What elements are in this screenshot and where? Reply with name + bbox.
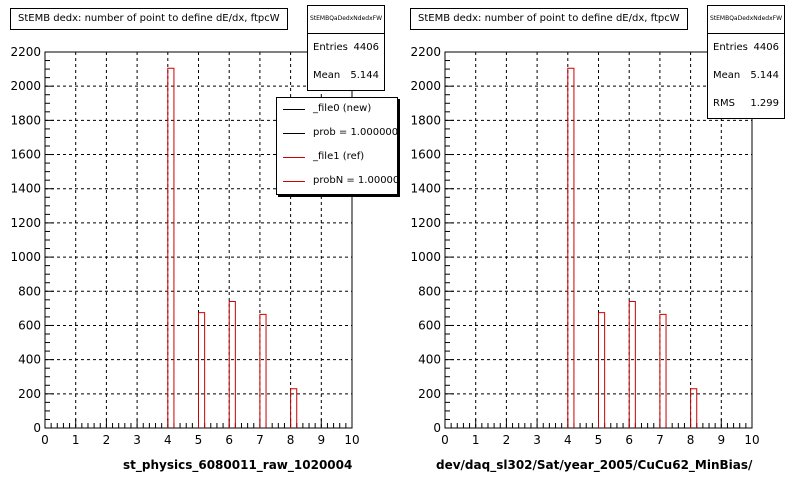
left-x-tick-label-8: 8 <box>287 433 295 447</box>
left-y-tick-label-8: 1600 <box>10 148 41 162</box>
right-histogram-bin-1 <box>598 312 606 428</box>
right-histogram-bin-2 <box>628 301 636 428</box>
left-x-tick-label-5: 5 <box>195 433 203 447</box>
left-stats-mean-label: Mean <box>313 70 341 81</box>
left-y-tick-label-1: 200 <box>18 387 41 401</box>
right-stats-row-rms: RMS 1.299 <box>708 90 784 118</box>
left-histogram-title: StEMB dedx: number of point to define dE… <box>10 8 288 30</box>
legend-entry-probn: probN = 1.000000 <box>277 170 397 194</box>
right-histogram-title: StEMB dedx: number of point to define dE… <box>410 8 688 30</box>
legend-label-file0: _file0 (new) <box>313 103 372 114</box>
left-y-tick-label-3: 600 <box>18 318 41 332</box>
left-stats-row-mean: Mean 5.144 <box>308 62 384 90</box>
right-stats-row-mean: Mean 5.144 <box>708 62 784 90</box>
right-y-tick-label-0: 0 <box>433 421 441 435</box>
right-stats-name: StEMBQaDedxNdedxFW <box>708 6 784 34</box>
left-y-tick-label-9: 1800 <box>10 113 41 127</box>
left-y-tick-label-11: 2200 <box>10 45 41 59</box>
left-y-tick-label-4: 800 <box>18 284 41 298</box>
right-y-tick-label-3: 600 <box>418 318 441 332</box>
left-histogram-bin-0 <box>167 67 175 428</box>
left-stats-entries-label: Entries <box>313 42 348 53</box>
legend-line-file1 <box>283 157 305 158</box>
right-histogram-bin-0 <box>567 67 575 428</box>
right-stats-mean-value: 5.144 <box>750 70 779 81</box>
left-stats-mean-value: 5.144 <box>350 70 379 81</box>
left-x-tick-label-4: 4 <box>164 433 172 447</box>
right-x-tick-label-7: 7 <box>656 433 664 447</box>
right-stats-mean-label: Mean <box>713 70 741 81</box>
left-y-tick-label-7: 1400 <box>10 182 41 196</box>
right-stats-entries-label: Entries <box>713 42 748 53</box>
right-y-tick-label-10: 2000 <box>410 79 441 93</box>
right-x-tick-label-4: 4 <box>564 433 572 447</box>
left-x-tick-label-7: 7 <box>256 433 264 447</box>
right-histogram-bin-3 <box>659 313 667 428</box>
left-histogram-bin-1 <box>198 312 206 428</box>
left-x-tick-label-2: 2 <box>103 433 111 447</box>
right-x-tick-label-0: 0 <box>441 433 449 447</box>
right-histogram-plot: 0 1 2 3 4 5 6 7 8 9 10 0 200 400 600 800 1000 1200 1400 160… <box>410 45 759 447</box>
legend-entry-file1: _file1 (ref) <box>277 146 397 170</box>
right-y-tick-label-6: 1200 <box>410 216 441 230</box>
legend-line-file0 <box>283 109 305 110</box>
right-y-tick-label-11: 2200 <box>410 45 441 59</box>
right-y-tick-label-2: 400 <box>418 353 441 367</box>
right-x-tick-label-3: 3 <box>533 433 541 447</box>
right-x-tick-label-1: 1 <box>472 433 480 447</box>
right-stats-rms-value: 1.299 <box>750 98 779 109</box>
right-y-tick-label-7: 1400 <box>410 182 441 196</box>
left-x-tick-label-10: 10 <box>344 433 359 447</box>
left-histogram-bin-4 <box>290 388 298 428</box>
right-y-tick-label-9: 1800 <box>410 113 441 127</box>
left-y-tick-label-5: 1000 <box>10 250 41 264</box>
right-y-tick-label-1: 200 <box>418 387 441 401</box>
legend-label-prob: prob = 1.000000 <box>313 127 398 138</box>
right-x-tick-label-10: 10 <box>744 433 759 447</box>
right-stats-box: StEMBQaDedxNdedxFW Entries 4406 Mean 5.1… <box>707 5 785 119</box>
left-x-tick-label-0: 0 <box>41 433 49 447</box>
legend-entry-file0: _file0 (new) <box>277 98 397 122</box>
legend-entry-prob: prob = 1.000000 <box>277 122 397 146</box>
legend-line-prob <box>283 133 305 134</box>
legend-label-file1: _file1 (ref) <box>313 151 365 162</box>
left-histogram-bin-2 <box>228 301 236 428</box>
right-y-tick-label-4: 800 <box>418 284 441 298</box>
legend-label-probn: probN = 1.000000 <box>313 175 398 186</box>
left-stats-box: StEMBQaDedxNdedxFW Entries 4406 Mean 5.1… <box>307 5 385 91</box>
right-x-tick-label-5: 5 <box>595 433 603 447</box>
left-histogram-plot: 0 1 2 3 4 5 6 7 8 9 10 0 200 400 600 800 1000 1200 1400 160… <box>10 45 359 447</box>
right-stats-rms-label: RMS <box>713 98 735 109</box>
left-x-tick-label-9: 9 <box>317 433 325 447</box>
right-x-tick-label-2: 2 <box>503 433 511 447</box>
left-stats-name: StEMBQaDedxNdedxFW <box>308 6 384 34</box>
left-y-tick-label-6: 1200 <box>10 216 41 230</box>
right-histogram-pad: 0 1 2 3 4 5 6 7 8 9 10 0 200 400 600 800 1000 1200 1400 160… <box>400 0 800 480</box>
left-x-axis-label: st_physics_6080011_raw_1020004 <box>123 458 353 472</box>
right-x-axis-label: dev/daq_sl302/Sat/year_2005/CuCu62_MinBi… <box>436 458 753 472</box>
right-y-tick-label-8: 1600 <box>410 148 441 162</box>
left-y-tick-label-10: 2000 <box>10 79 41 93</box>
left-x-tick-label-6: 6 <box>225 433 233 447</box>
left-x-tick-label-3: 3 <box>133 433 141 447</box>
right-x-tick-label-9: 9 <box>717 433 725 447</box>
legend-line-probn <box>283 181 305 182</box>
left-histogram-bin-3 <box>259 313 267 428</box>
right-x-tick-label-6: 6 <box>625 433 633 447</box>
left-histogram-pad: 0 1 2 3 4 5 6 7 8 9 10 0 200 400 600 800 1000 1200 1400 160… <box>0 0 400 480</box>
left-stats-row-entries: Entries 4406 <box>308 34 384 62</box>
left-y-tick-label-2: 400 <box>18 353 41 367</box>
right-y-tick-label-5: 1000 <box>410 250 441 264</box>
legend-box: _file0 (new) prob = 1.000000 _file1 (ref… <box>276 97 398 195</box>
right-histogram-bin-4 <box>690 388 698 428</box>
right-stats-row-entries: Entries 4406 <box>708 34 784 62</box>
left-y-tick-label-0: 0 <box>33 421 41 435</box>
left-x-tick-label-1: 1 <box>72 433 80 447</box>
left-stats-entries-value: 4406 <box>353 42 379 53</box>
right-x-tick-label-8: 8 <box>687 433 695 447</box>
right-stats-entries-value: 4406 <box>753 42 779 53</box>
